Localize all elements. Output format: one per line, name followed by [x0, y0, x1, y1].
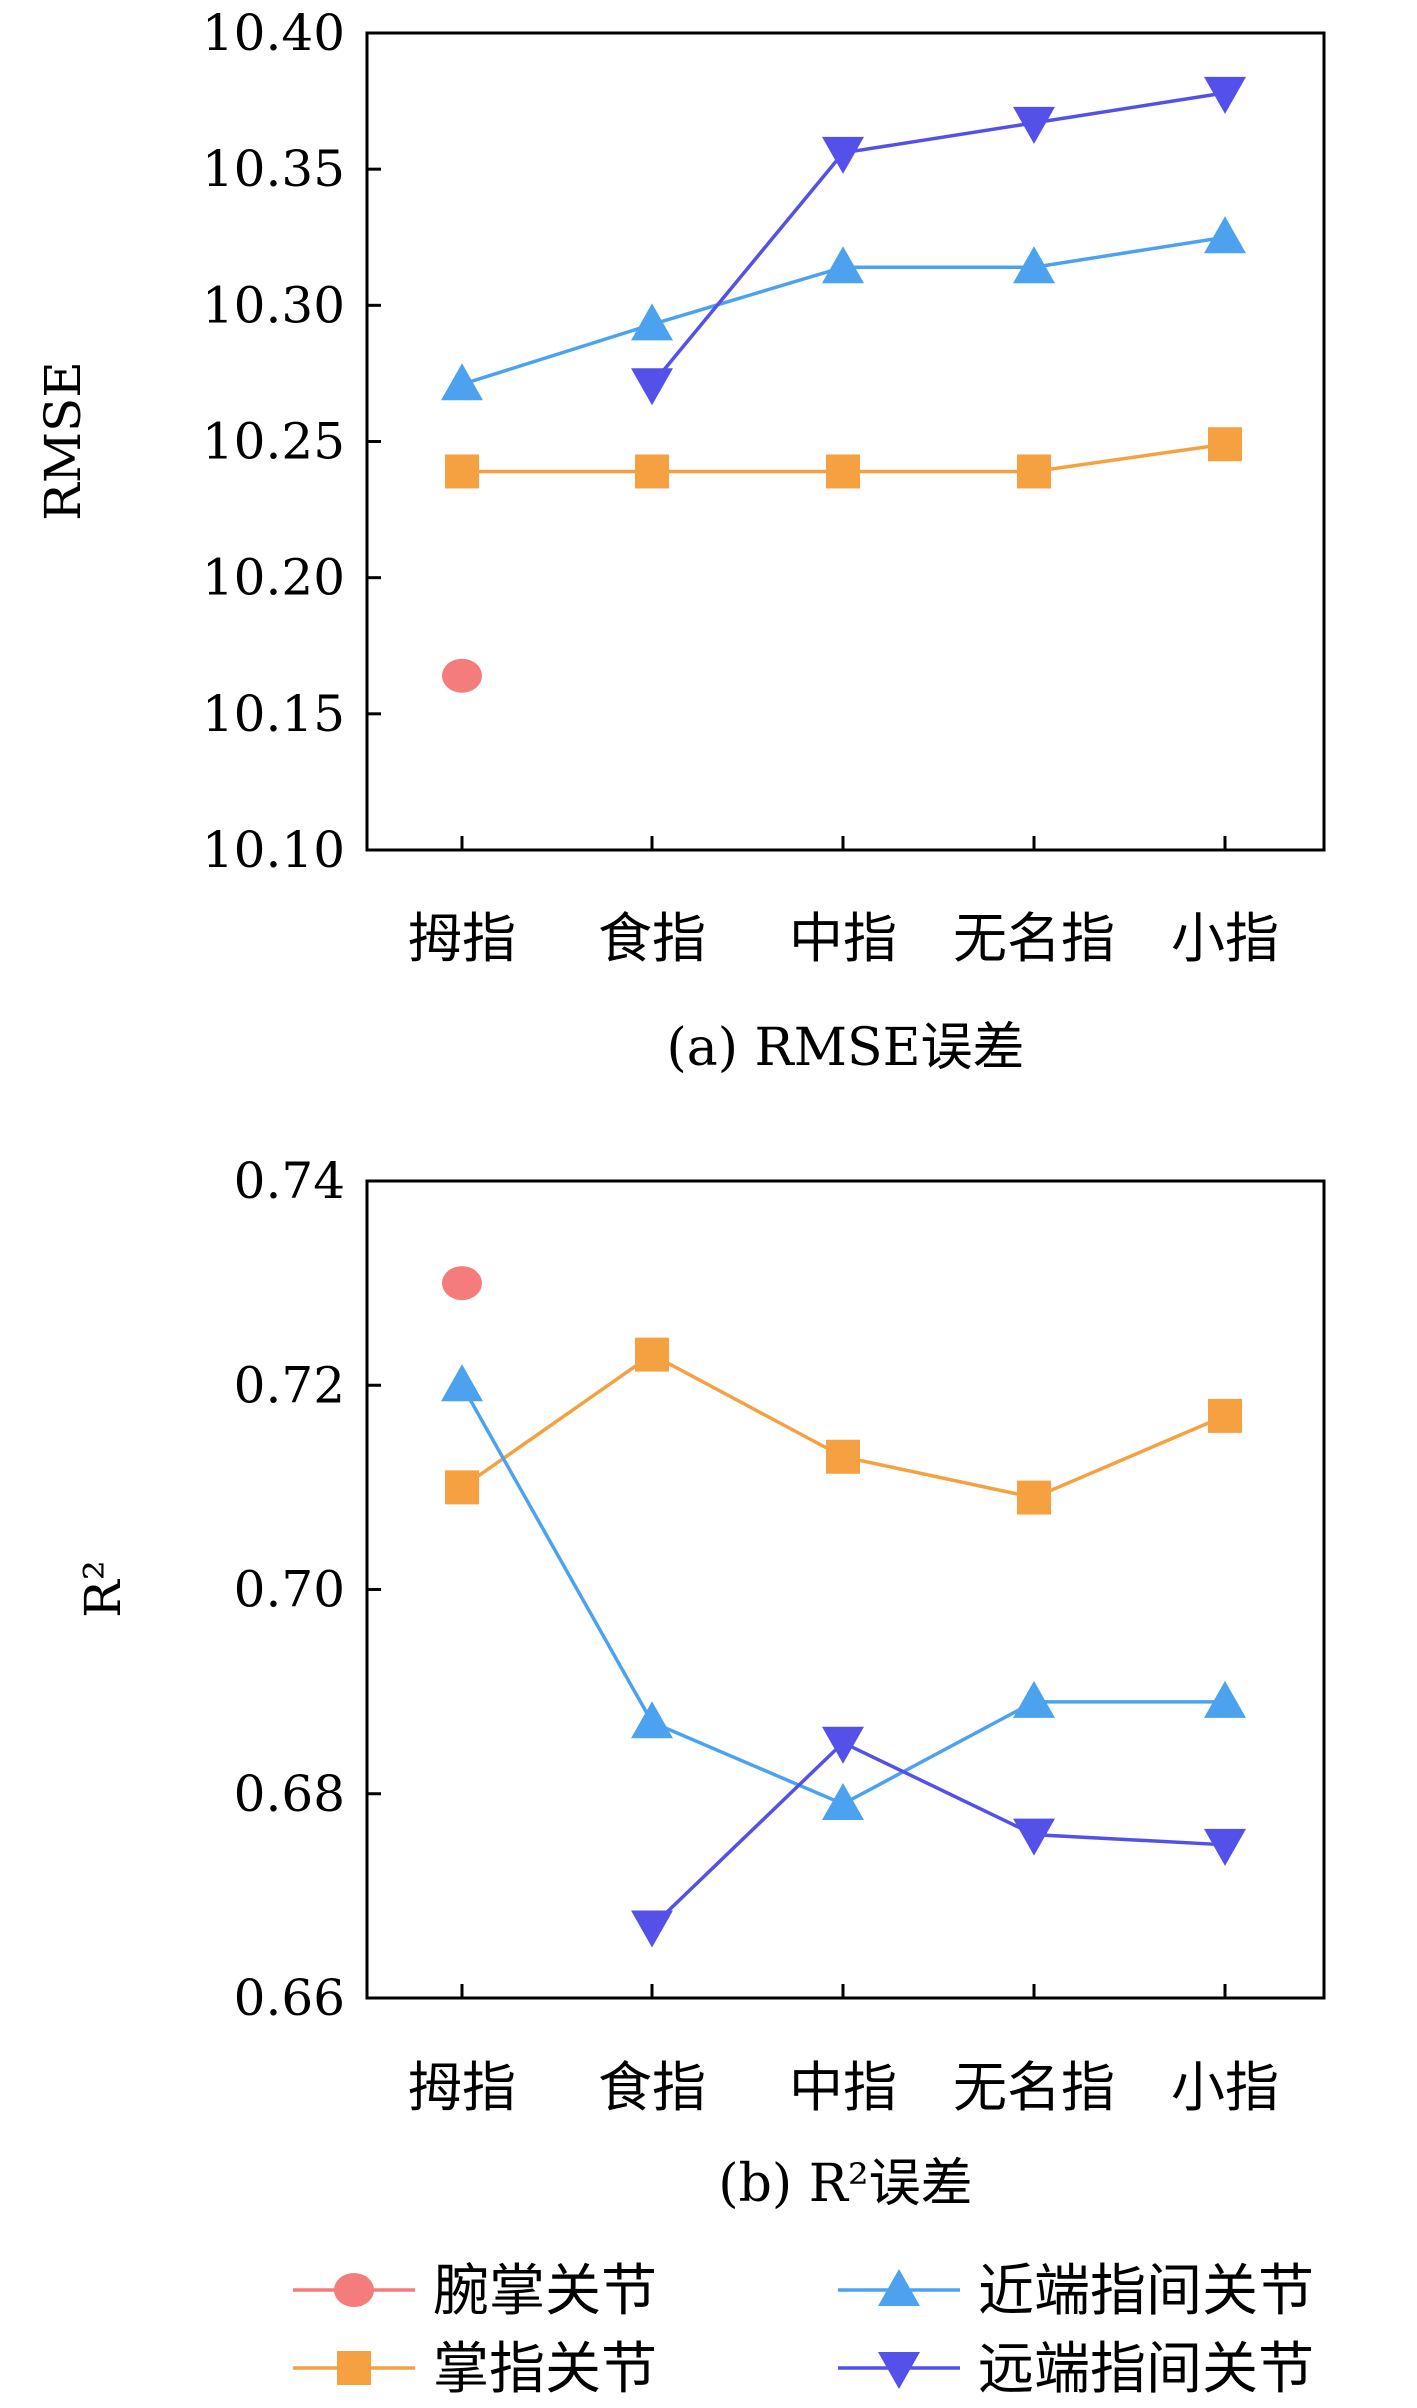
x-tick-label: 小指: [1171, 907, 1279, 970]
data-point: [1013, 246, 1055, 284]
legend-item: 腕掌关节: [293, 2259, 657, 2324]
panel-r2: 0.66 0.68 0.70 0.72 0.74 拇指 食指 中指 无名指 小指 R² (b) R²误…: [74, 1152, 1326, 2214]
y-tick-label: 0.70: [234, 1561, 345, 1619]
x-tick-label: 食指: [598, 2056, 706, 2119]
y-axis-label: RMSE: [34, 361, 92, 521]
legend-label: 掌指关节: [433, 2337, 657, 2402]
series-line: [650, 91, 1226, 386]
series-远端指间关节: [631, 76, 1246, 406]
y-tick-label: 10.15: [202, 685, 345, 743]
series-line: [460, 1352, 1226, 1500]
x-tick-label: 无名指: [953, 907, 1115, 970]
legend-item: 远端指间关节: [838, 2337, 1314, 2402]
data-point: [1017, 1480, 1051, 1515]
x-tick-label: 小指: [1171, 2056, 1279, 2119]
data-point: [441, 1364, 483, 1402]
data-point: [822, 246, 864, 284]
data-point: [1208, 1398, 1242, 1433]
panel-rmse: 10.10 10.15 10.20 10.25 10.30 10.35 10.40 拇指 食指 中…: [34, 4, 1326, 1078]
plot-frame: [365, 1179, 1326, 2000]
data-point: [631, 303, 673, 341]
y-tick-label: 0.72: [234, 1356, 345, 1414]
data-point: [442, 658, 482, 693]
legend-label: 近端指间关节: [978, 2259, 1314, 2324]
y-tick-label: 10.40: [202, 4, 345, 62]
data-point: [635, 1337, 669, 1372]
y-tick-label: 10.10: [202, 821, 345, 879]
x-tick-label: 食指: [598, 907, 706, 970]
data-point: [631, 1910, 673, 1948]
series-掌指关节: [445, 1337, 1242, 1515]
data-point: [1013, 1680, 1055, 1718]
y-tick-label: 0.66: [234, 1969, 345, 2027]
series-腕掌关节: [442, 658, 482, 693]
legend-item: 近端指间关节: [838, 2259, 1314, 2324]
x-tick-label: 拇指: [408, 907, 516, 970]
data-point: [822, 136, 864, 174]
data-point: [826, 454, 860, 489]
legend-marker: [334, 2273, 374, 2307]
data-point: [1204, 1680, 1246, 1718]
legend-label: 远端指间关节: [978, 2337, 1314, 2402]
y-tick-label: 10.25: [202, 413, 345, 471]
y-tick-label: 0.68: [234, 1765, 345, 1823]
series-近端指间关节: [441, 1364, 1246, 1820]
series-近端指间关节: [441, 216, 1246, 401]
data-point: [1204, 216, 1246, 254]
legend-marker: [337, 2351, 371, 2385]
data-point: [635, 454, 669, 489]
data-point: [445, 454, 479, 489]
y-tick-label: 0.74: [234, 1152, 345, 1210]
data-point: [1204, 1828, 1246, 1866]
x-tick-label: 无名指: [953, 2056, 1115, 2119]
data-point: [822, 1782, 864, 1820]
legend-marker: [878, 2269, 920, 2306]
series-腕掌关节: [442, 1266, 482, 1301]
data-point: [631, 368, 673, 406]
data-point: [631, 1701, 673, 1739]
x-tick-label: 拇指: [408, 2056, 516, 2119]
panel-caption: (a) RMSE误差: [666, 1018, 1024, 1078]
series-远端指间关节: [631, 1726, 1246, 1948]
data-point: [441, 363, 483, 401]
data-point: [1017, 454, 1051, 489]
series-line: [650, 1740, 1226, 1928]
data-point: [822, 1726, 864, 1764]
legend-item: 掌指关节: [293, 2337, 657, 2402]
series-掌指关节: [445, 427, 1242, 489]
x-tick-label: 中指: [789, 907, 897, 970]
data-point: [1013, 106, 1055, 144]
data-point: [1013, 1818, 1055, 1856]
legend-label: 腕掌关节: [433, 2259, 657, 2324]
data-point: [1204, 76, 1246, 114]
legend-marker: [878, 2352, 920, 2389]
data-point: [442, 1266, 482, 1301]
y-tick-label: 10.30: [202, 276, 345, 334]
data-point: [1208, 427, 1242, 462]
y-tick-label: 10.35: [202, 140, 345, 198]
y-axis-label: R²: [74, 1560, 132, 1618]
panel-caption: (b) R²误差: [718, 2154, 972, 2214]
data-point: [445, 1470, 479, 1505]
y-tick-label: 10.20: [202, 549, 345, 607]
x-tick-label: 中指: [789, 2056, 897, 2119]
data-point: [826, 1439, 860, 1474]
